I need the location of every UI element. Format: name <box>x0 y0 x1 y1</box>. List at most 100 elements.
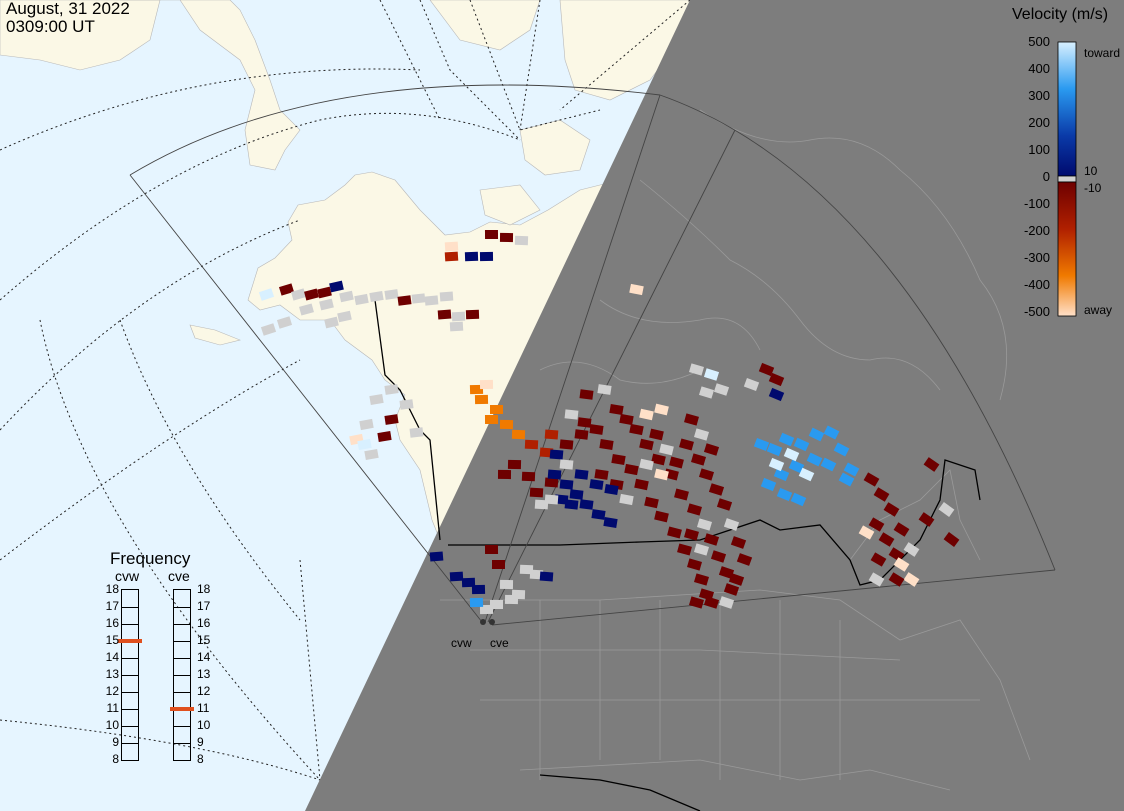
velocity-echo-cell <box>693 428 710 441</box>
velocity-echo-cell <box>768 387 785 402</box>
velocity-echo-cell <box>667 526 682 539</box>
velocity-echo-cell <box>479 251 494 262</box>
velocity-echo-cell <box>723 518 740 531</box>
velocity-echo-cell <box>677 543 692 556</box>
colorbar-tick: -100 <box>1023 196 1050 211</box>
colorbar-tick: 200 <box>1028 115 1050 130</box>
velocity-echo-cell <box>549 449 564 460</box>
velocity-echo-cell <box>654 510 669 523</box>
velocity-echo-cell <box>479 379 494 390</box>
velocity-echo-cell <box>938 502 955 517</box>
velocity-echo-cell <box>511 589 526 600</box>
velocity-echo-cell <box>299 303 314 316</box>
frequency-scale-label: 10 <box>105 718 119 732</box>
velocity-echo-cell <box>364 448 379 461</box>
frequency-scale-label: 10 <box>197 718 211 732</box>
velocity-echo-cell <box>838 472 855 487</box>
velocity-echo-cell <box>716 498 733 511</box>
night-shadow <box>305 0 1124 811</box>
velocity-echo-cell <box>693 543 710 556</box>
velocity-echo-cell <box>317 286 332 299</box>
velocity-echo-cell <box>499 579 514 590</box>
velocity-echo-cell <box>793 437 810 452</box>
velocity-echo-cell <box>858 525 875 540</box>
colorbar-tick: 100 <box>1028 142 1050 157</box>
velocity-echo-cell <box>499 232 514 243</box>
velocity-echo-cell <box>464 251 479 262</box>
frequency-scale-label: 9 <box>112 735 119 749</box>
velocity-echo-cell <box>377 431 392 442</box>
velocity-echo-cell <box>669 456 684 469</box>
colorbar-tick: -300 <box>1023 250 1050 265</box>
velocity-echo-cell <box>766 442 783 457</box>
velocity-echo-cell <box>843 462 860 477</box>
velocity-echo-cell <box>679 438 694 451</box>
velocity-echo-cell <box>359 418 374 431</box>
velocity-echo-cell <box>768 457 785 472</box>
velocity-echo-cell <box>597 384 612 395</box>
velocity-echo-cell <box>788 459 805 474</box>
velocity-echo-cell <box>708 483 725 496</box>
velocity-echo-cell <box>574 469 589 480</box>
velocity-echo-cell <box>693 573 710 586</box>
velocity-echo-cell <box>579 499 594 510</box>
frequency-scale-label: 12 <box>105 684 119 698</box>
velocity-echo-cell <box>698 468 715 481</box>
radar-site-marker-cvw <box>480 619 486 625</box>
velocity-echo-cell <box>718 596 735 609</box>
velocity-echo-cell <box>923 457 940 472</box>
colorbar-away-segment <box>1057 181 1077 317</box>
velocity-echo-cell <box>609 403 624 416</box>
velocity-echo-cell <box>304 288 319 301</box>
colorbar-tick: 0 <box>1042 169 1050 184</box>
velocity-echo-cell <box>437 309 452 320</box>
velocity-echo-cell <box>698 386 715 399</box>
velocity-echo-cell <box>687 558 702 571</box>
frequency-scale-divider <box>122 692 138 693</box>
frequency-scale-label: 13 <box>197 667 211 681</box>
night-land-outlines <box>440 109 1031 791</box>
velocity-echo-cell <box>753 437 770 452</box>
velocity-echo-cell <box>903 572 920 587</box>
frequency-scale-label: 14 <box>105 650 119 664</box>
velocity-echo-cell <box>429 551 444 562</box>
velocity-echo-cell <box>539 571 554 582</box>
colorbar-zero-segment <box>1057 175 1077 183</box>
frequency-scale-divider <box>122 624 138 625</box>
velocity-echo-cell <box>465 309 480 320</box>
frequency-radar-cvw-label: cvw <box>115 568 140 584</box>
velocity-echo-cell <box>544 429 559 440</box>
velocity-echo-cell <box>424 295 439 306</box>
velocity-echo-cell <box>329 280 344 293</box>
frequency-scale-divider <box>122 726 138 727</box>
frequency-marker-cve <box>170 707 194 711</box>
velocity-echo-cell <box>654 468 669 481</box>
velocity-echo-cell <box>574 429 589 440</box>
velocity-echo-cell <box>691 453 706 466</box>
velocity-echo-cell <box>461 577 476 588</box>
frequency-title: Frequency <box>110 549 191 568</box>
velocity-echo-cell <box>559 459 574 470</box>
velocity-echo-cell <box>743 378 760 391</box>
velocity-echo-cell <box>521 471 536 482</box>
velocity-echo-cell <box>591 509 606 520</box>
frequency-scale-divider <box>174 658 190 659</box>
colorbar-tick: -500 <box>1023 304 1050 319</box>
colorbar-toward-label: toward <box>1084 46 1121 60</box>
velocity-echo-cell <box>776 487 793 502</box>
velocity-echo-cell <box>559 439 574 450</box>
frequency-marker-cvw <box>118 639 142 643</box>
frequency-scale-cvw <box>118 589 142 761</box>
velocity-echo-cell <box>444 241 459 252</box>
velocity-echo-cell <box>873 487 890 502</box>
frequency-scale-label: 18 <box>105 582 119 596</box>
frequency-scale-label: 16 <box>105 616 119 630</box>
velocity-echo-cell <box>449 571 464 582</box>
velocity-echo-cell <box>524 439 539 450</box>
velocity-echo-cell <box>808 427 825 442</box>
velocity-echo-cell <box>469 384 484 395</box>
velocity-echo-cell <box>703 596 720 609</box>
velocity-echo-cell <box>276 316 293 329</box>
velocity-echo-cell <box>760 477 777 492</box>
frequency-scale-label: 12 <box>197 684 211 698</box>
